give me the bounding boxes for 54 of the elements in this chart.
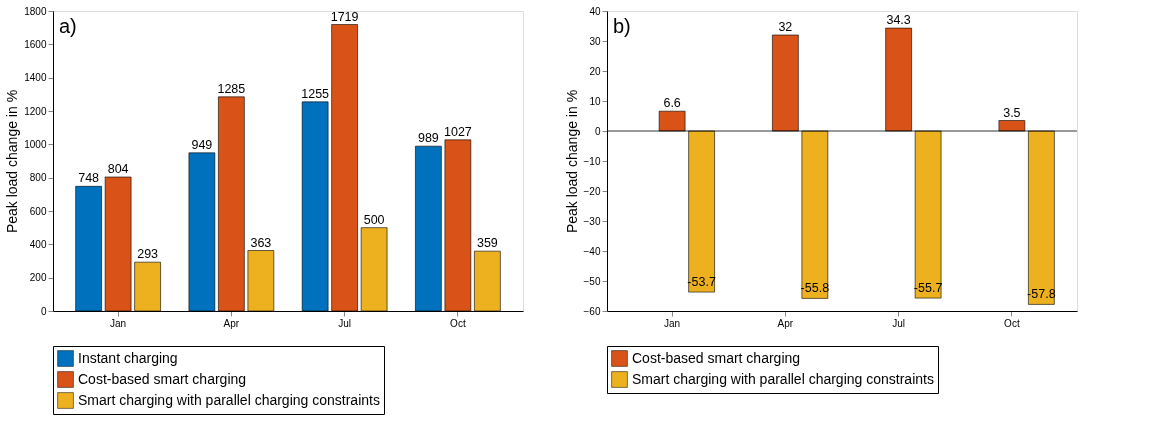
y-tick-label: 1600 bbox=[24, 38, 47, 50]
data-label: 34.3 bbox=[886, 13, 911, 28]
data-label: 363 bbox=[250, 235, 272, 250]
annotation: a) bbox=[59, 15, 77, 37]
y-tick-label: −50 bbox=[583, 275, 601, 287]
legend-label: Instant charging bbox=[78, 349, 178, 366]
y-tick-label: 200 bbox=[29, 272, 47, 284]
data-label: 32 bbox=[778, 20, 793, 34]
data-label: 804 bbox=[107, 162, 129, 176]
legend-label: Smart charging with parallel charging constraints bbox=[632, 370, 934, 387]
y-tick-label: −60 bbox=[583, 305, 601, 317]
x-tick-label: Apr bbox=[777, 317, 794, 329]
y-axis-title: Peak load change in % bbox=[4, 89, 21, 234]
y-tick-label: 0 bbox=[40, 305, 47, 317]
data-label: 293 bbox=[137, 247, 159, 262]
y-axis-title: Peak load change in % bbox=[563, 89, 580, 234]
y-tick-label: −30 bbox=[583, 215, 601, 227]
legend-label: Cost-based smart charging bbox=[78, 370, 247, 387]
data-label: 748 bbox=[78, 171, 100, 186]
data-label: 1027 bbox=[443, 124, 472, 139]
y-tick-label: 1800 bbox=[24, 5, 47, 17]
data-label: 500 bbox=[363, 212, 385, 227]
x-tick-label: Oct bbox=[1004, 317, 1020, 329]
y-tick-label: −20 bbox=[583, 185, 601, 197]
x-tick-label: Oct bbox=[450, 317, 466, 329]
y-tick-label: 10 bbox=[589, 95, 601, 107]
data-label: 1255 bbox=[301, 86, 330, 101]
y-tick-label: 20 bbox=[589, 65, 601, 77]
y-tick-label: 800 bbox=[29, 172, 47, 184]
x-tick-label: Jan bbox=[664, 317, 681, 329]
y-tick-label: 400 bbox=[29, 238, 47, 250]
x-tick-label: Jan bbox=[110, 317, 127, 329]
legend-label: Smart charging with parallel charging constraints bbox=[78, 391, 380, 408]
data-label: 1719 bbox=[330, 9, 359, 24]
annotation: b) bbox=[613, 15, 631, 37]
y-tick-label: 30 bbox=[589, 35, 601, 47]
data-label: 359 bbox=[476, 236, 498, 251]
data-label: 3.5 bbox=[1003, 105, 1021, 120]
data-label: 6.6 bbox=[663, 96, 681, 111]
y-tick-label: 40 bbox=[589, 5, 601, 17]
x-tick-label: Jul bbox=[338, 317, 352, 329]
y-tick-label: −10 bbox=[583, 155, 601, 167]
legend-label: Cost-based smart charging bbox=[632, 349, 801, 366]
data-label: 949 bbox=[191, 137, 213, 152]
y-tick-label: 600 bbox=[29, 205, 47, 217]
y-tick-label: 1200 bbox=[24, 105, 47, 117]
data-label: 1285 bbox=[217, 81, 246, 96]
x-tick-label: Apr bbox=[223, 317, 240, 329]
y-tick-label: 1000 bbox=[24, 138, 47, 150]
y-tick-label: 1400 bbox=[24, 72, 47, 84]
x-tick-label: Jul bbox=[892, 317, 906, 329]
y-tick-label: 0 bbox=[594, 125, 601, 137]
data-label: 989 bbox=[417, 131, 439, 146]
y-tick-label: −40 bbox=[583, 245, 601, 257]
